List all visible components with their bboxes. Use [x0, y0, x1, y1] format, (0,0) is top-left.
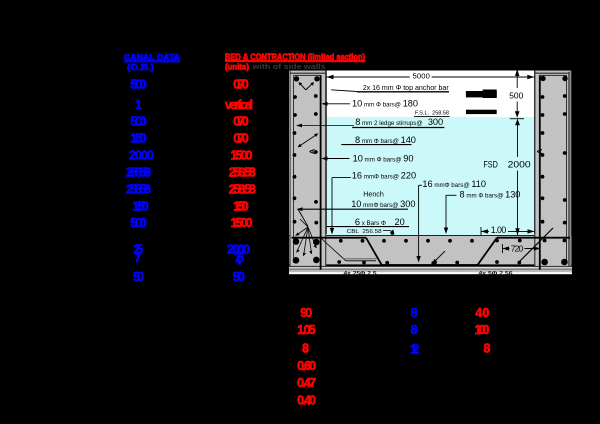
svg-text:2000: 2000 — [508, 160, 531, 170]
svg-text:4x 25Φ 2.5: 4x 25Φ 2.5 — [344, 271, 377, 277]
svg-text:75: 75 — [234, 251, 244, 265]
svg-text:0.70: 0.70 — [233, 78, 249, 92]
svg-text:vertical: vertical — [225, 98, 253, 112]
svg-text:8 mm Φ bars@ 140: 8 mm Φ bars@ 140 — [355, 135, 416, 145]
svg-text:256.58: 256.58 — [229, 166, 256, 180]
svg-text:1.00: 1.00 — [491, 225, 507, 235]
svg-text:8: 8 — [484, 341, 491, 355]
svg-text:258.58: 258.58 — [126, 183, 151, 197]
svg-text:5.00: 5.00 — [130, 115, 147, 129]
svg-text:2000: 2000 — [227, 242, 250, 256]
svg-text:40: 40 — [475, 306, 489, 320]
svg-text:8: 8 — [411, 306, 418, 320]
svg-text:1.50: 1.50 — [132, 200, 149, 214]
svg-text:50: 50 — [133, 270, 144, 284]
svg-text:FSD: FSD — [483, 160, 498, 170]
svg-text:16 mmΦ bars@ 220: 16 mmΦ bars@ 220 — [352, 171, 416, 181]
svg-text:7: 7 — [134, 251, 141, 265]
svg-text:2000: 2000 — [129, 149, 154, 163]
svg-text:A: A — [535, 148, 544, 154]
svg-text:12: 12 — [410, 343, 419, 357]
svg-text:CANAL DATA: CANAL DATA — [124, 52, 180, 62]
svg-text:90: 90 — [300, 306, 312, 320]
svg-text:258.58: 258.58 — [229, 183, 256, 197]
svg-text:500: 500 — [509, 91, 523, 101]
svg-text:0.60: 0.60 — [297, 359, 316, 373]
svg-text:720: 720 — [511, 244, 524, 254]
svg-text:Hench: Hench — [363, 190, 384, 199]
svg-text:16 mmΦ bars@ 110: 16 mmΦ bars@ 110 — [422, 179, 486, 189]
svg-text:50: 50 — [233, 270, 245, 284]
svg-text:A: A — [308, 148, 317, 154]
svg-text:5.00: 5.00 — [130, 78, 147, 92]
svg-text:BED & CONTRACTION (limited sec: BED & CONTRACTION (limited section) — [225, 52, 365, 62]
svg-text:5000: 5000 — [413, 71, 430, 80]
svg-text:(O.B.): (O.B.) — [127, 62, 154, 72]
svg-text:256.58: 256.58 — [126, 166, 151, 180]
svg-text:CBL 256.58: CBL 256.58 — [347, 229, 383, 235]
svg-text:8: 8 — [302, 341, 309, 355]
svg-text:0.40: 0.40 — [297, 393, 316, 407]
svg-text:0.47: 0.47 — [297, 376, 316, 390]
svg-text:1500: 1500 — [231, 216, 253, 230]
svg-text:5.00: 5.00 — [130, 216, 147, 230]
svg-text:with of side walls: with of side walls — [251, 62, 325, 71]
svg-text:1.50: 1.50 — [130, 132, 147, 146]
svg-text:6 x Bars Φ 20: 6 x Bars Φ 20 — [355, 217, 405, 227]
svg-text:8 mm Φ bars@ 130: 8 mm Φ bars@ 130 — [460, 189, 521, 199]
svg-text:0.70: 0.70 — [233, 132, 249, 146]
svg-text:1: 1 — [135, 98, 142, 112]
svg-text:10 mm Φ bars@ 180: 10 mm Φ bars@ 180 — [352, 99, 418, 109]
svg-text:1.05: 1.05 — [297, 323, 316, 337]
svg-text:1.50: 1.50 — [233, 200, 249, 214]
svg-text:10 mm Φ bars@ 90: 10 mm Φ bars@ 90 — [353, 153, 414, 163]
svg-text:(units): (units) — [225, 61, 249, 71]
svg-text:100: 100 — [475, 323, 490, 337]
svg-text:10 mmΦ bars@ 300: 10 mmΦ bars@ 300 — [351, 199, 415, 209]
svg-text:0.70: 0.70 — [233, 115, 249, 129]
svg-text:2x 16 mm Φ top anchor bar: 2x 16 mm Φ top anchor bar — [363, 83, 449, 92]
svg-text:8: 8 — [411, 323, 418, 337]
svg-text:F.S.L. 258.58: F.S.L. 258.58 — [415, 110, 450, 116]
svg-text:4x 5Φ 2.56: 4x 5Φ 2.56 — [479, 271, 513, 277]
svg-text:1500: 1500 — [231, 149, 253, 163]
svg-text:25: 25 — [134, 242, 144, 256]
svg-text:8 mm 2 ledge stirrups@ 300: 8 mm 2 ledge stirrups@ 300 — [355, 117, 443, 127]
